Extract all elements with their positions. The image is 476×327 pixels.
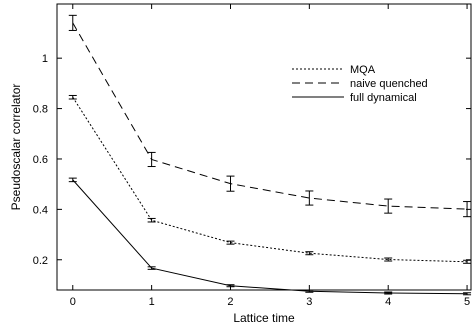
ticks-layer: 0 1 2 3 4 5 0.2 0.4 0.6 0.8 1 bbox=[33, 4, 471, 308]
error-bar bbox=[68, 94, 77, 100]
plot-frame bbox=[56, 3, 472, 291]
error-bar bbox=[384, 291, 393, 295]
error-bar bbox=[68, 177, 77, 183]
error-bar bbox=[147, 266, 156, 270]
error-bar bbox=[147, 151, 156, 168]
series-line-1 bbox=[72, 96, 468, 263]
y-tick-label: 0.4 bbox=[33, 204, 48, 216]
x-tick-label: 2 bbox=[227, 296, 233, 308]
error-bar bbox=[463, 259, 472, 264]
x-tick-label: 4 bbox=[385, 296, 391, 308]
error-bar bbox=[147, 217, 156, 223]
legend-label: naive quenched bbox=[350, 78, 428, 90]
y-tick-label: 0.8 bbox=[33, 104, 48, 116]
x-axis-label: Lattice time bbox=[233, 311, 295, 325]
x-tick-label: 3 bbox=[306, 296, 312, 308]
x-tick-label: 1 bbox=[149, 296, 155, 308]
legend: MQA naive quenched full dynamical bbox=[292, 64, 428, 104]
legend-label: full dynamical bbox=[350, 92, 417, 104]
legend-label: MQA bbox=[350, 64, 376, 76]
y-axis-label: Pseudoscalar correlator bbox=[9, 84, 23, 211]
error-bar bbox=[463, 292, 472, 296]
error-bar bbox=[68, 14, 77, 31]
error-bar bbox=[384, 257, 393, 262]
y-tick-label: 0.6 bbox=[33, 154, 48, 166]
error-bar bbox=[226, 175, 235, 192]
x-tick-label: 5 bbox=[464, 296, 470, 308]
series-line-2 bbox=[72, 22, 468, 210]
series-layer bbox=[68, 14, 472, 296]
error-bar bbox=[226, 240, 235, 245]
y-tick-label: 1 bbox=[42, 53, 48, 65]
error-bar bbox=[305, 251, 314, 256]
error-bar bbox=[384, 198, 393, 214]
series-line-3 bbox=[72, 179, 468, 295]
x-tick-label: 0 bbox=[70, 296, 76, 308]
y-tick-label: 0.2 bbox=[33, 255, 48, 267]
error-bar bbox=[305, 190, 314, 206]
